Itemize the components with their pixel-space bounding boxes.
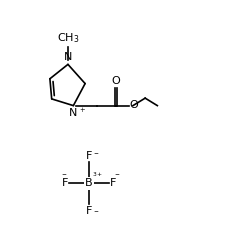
Text: N: N xyxy=(64,53,72,62)
Text: $^-$: $^-$ xyxy=(113,171,121,180)
Text: CH$_3$: CH$_3$ xyxy=(57,32,79,45)
Text: O: O xyxy=(130,100,138,110)
Text: $^-$: $^-$ xyxy=(92,207,99,216)
Text: F: F xyxy=(86,151,92,161)
Text: F: F xyxy=(62,178,68,188)
Text: B: B xyxy=(85,178,93,188)
Text: O: O xyxy=(111,76,120,86)
Text: $^-$: $^-$ xyxy=(60,171,68,180)
Text: $^+$: $^+$ xyxy=(78,107,86,117)
Text: $^-$: $^-$ xyxy=(92,150,99,159)
Text: F: F xyxy=(110,178,116,188)
Text: $^{3+}$: $^{3+}$ xyxy=(92,171,103,180)
Text: N: N xyxy=(69,108,78,118)
Text: F: F xyxy=(86,206,92,216)
